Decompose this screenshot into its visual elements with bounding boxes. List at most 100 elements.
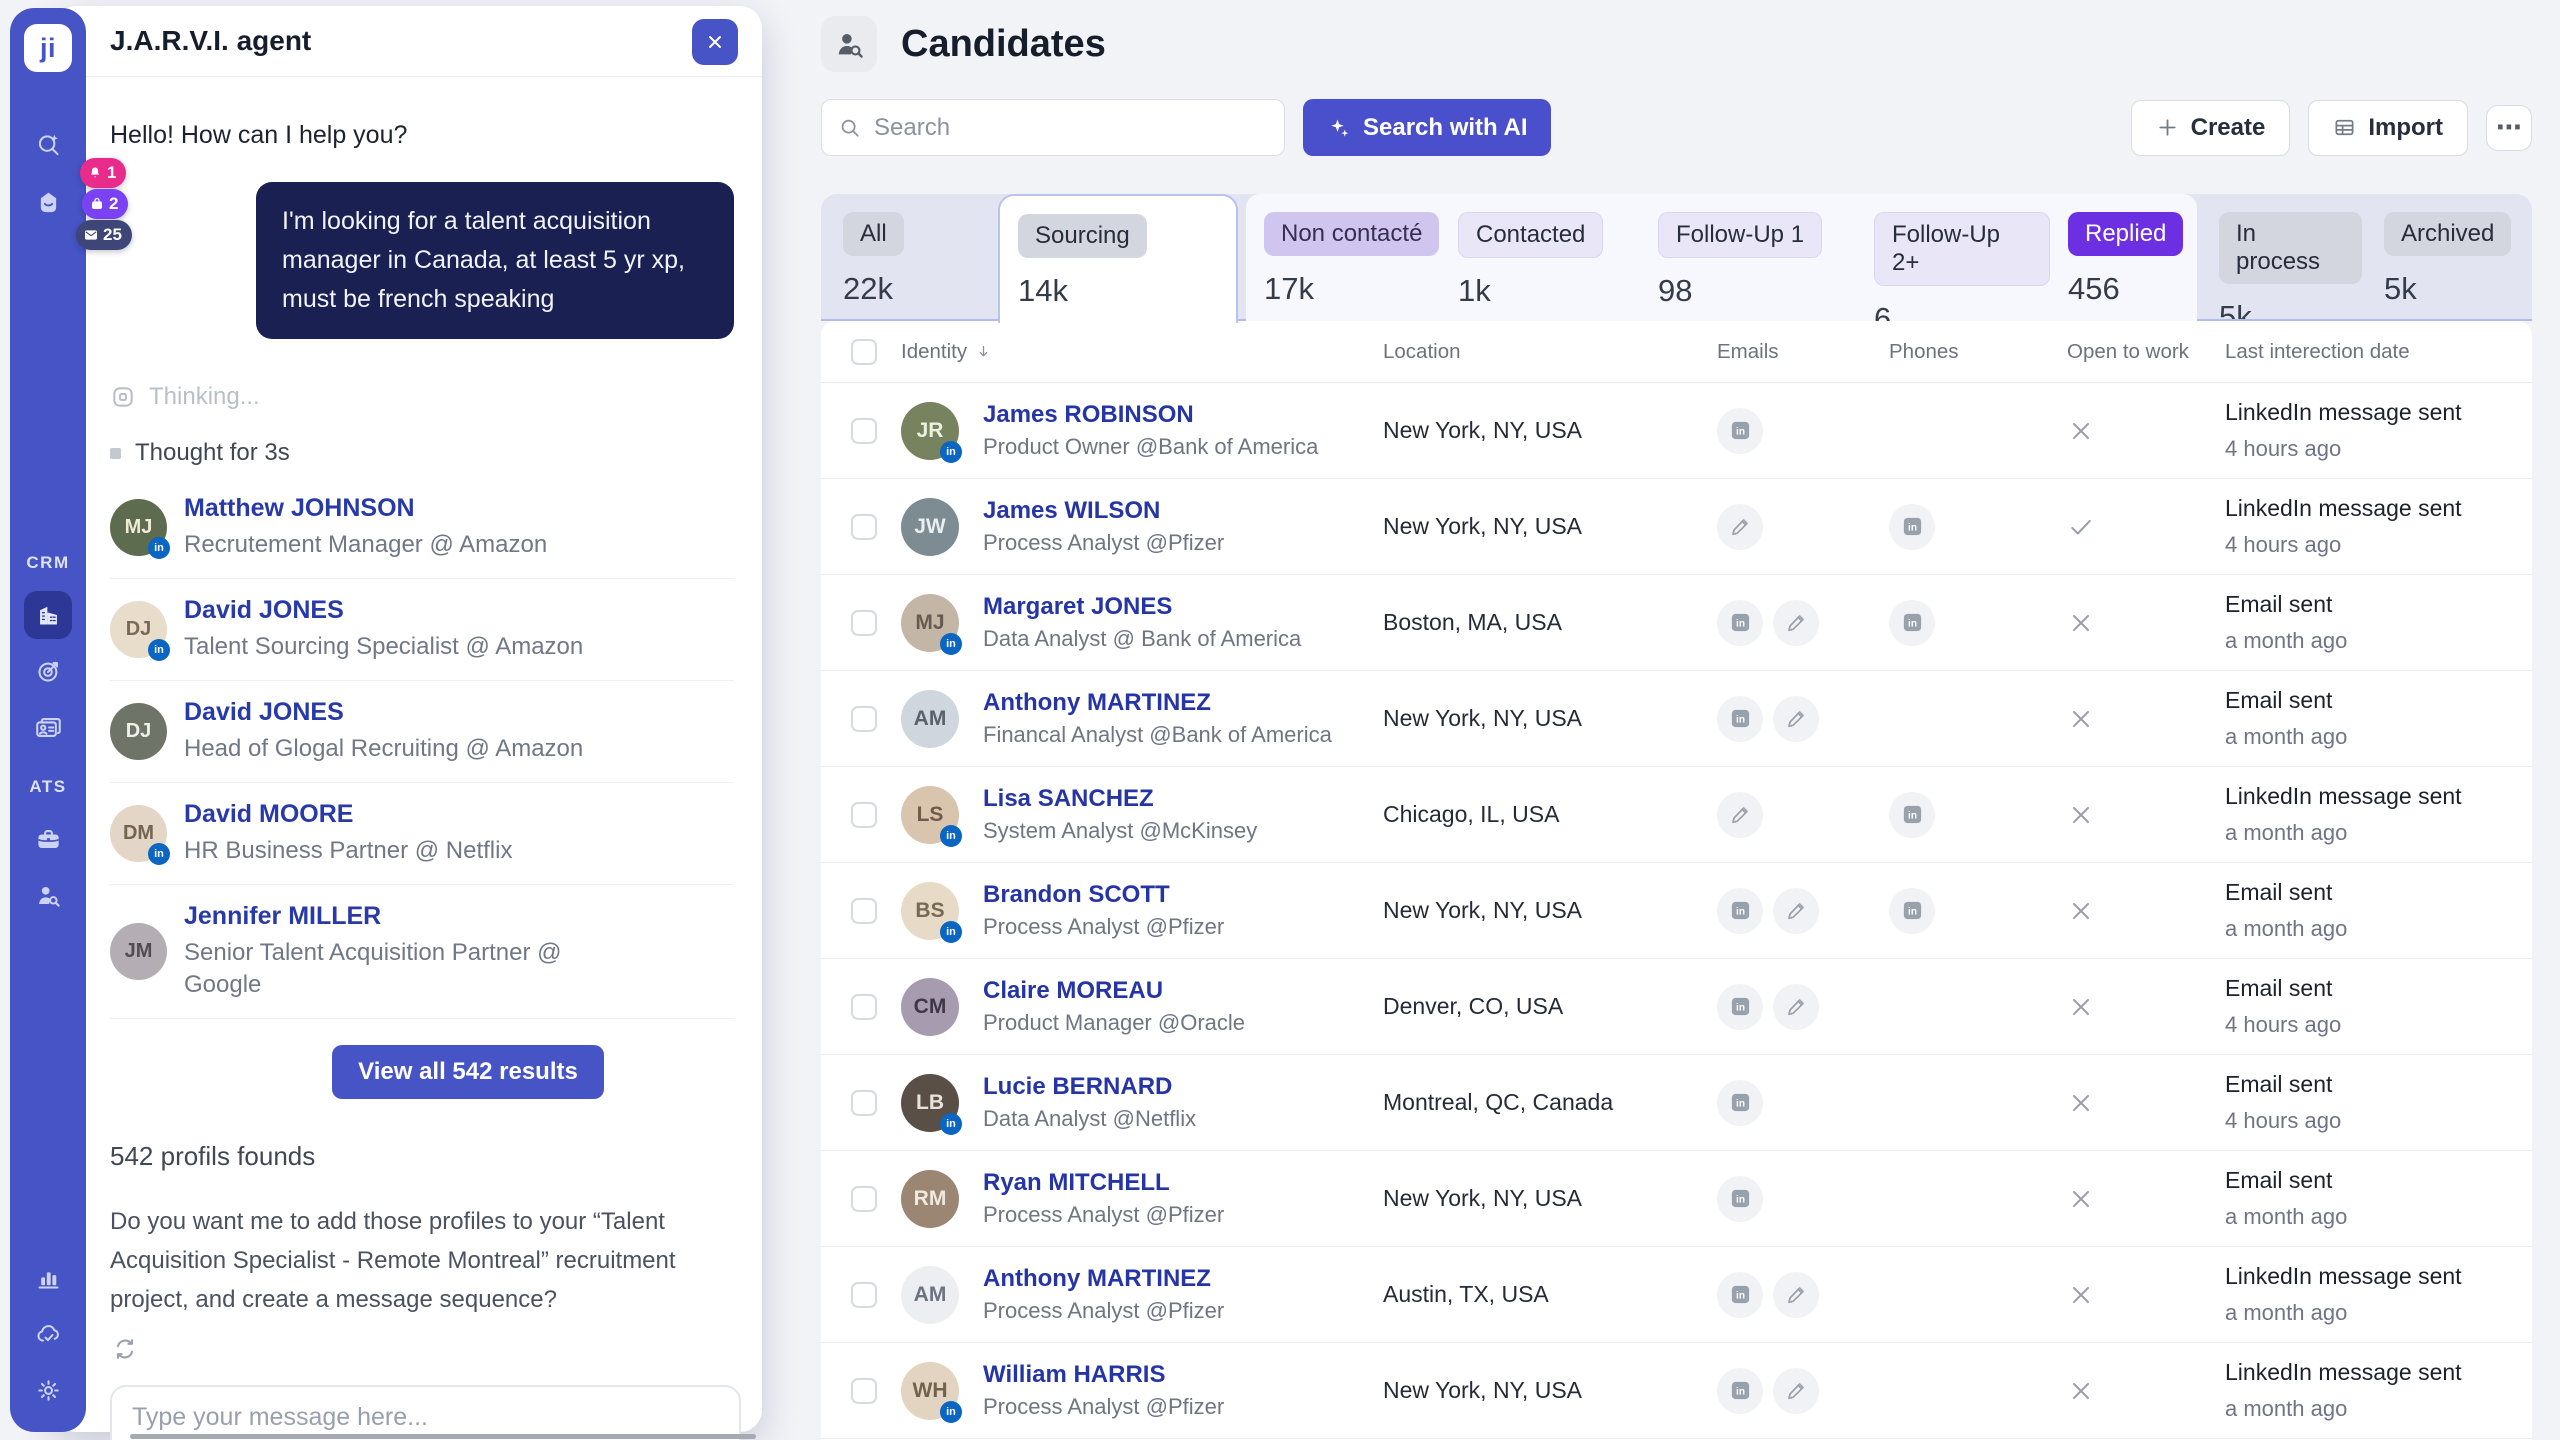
table-row[interactable]: WHinWilliam HARRISProcess Analyst @Pfize… [821,1343,2532,1439]
sidebar-item-contact-card-icon[interactable] [24,703,72,751]
thought-duration[interactable]: Thought for 3s [110,439,734,467]
candidate-name-link[interactable]: Margaret JONES [983,593,1301,621]
table-row[interactable]: JWJames WILSONProcess Analyst @PfizerNew… [821,479,2532,575]
more-options-button[interactable]: ⋯ [2486,105,2532,151]
candidate-name-link[interactable]: James WILSON [983,497,1224,525]
row-checkbox[interactable] [851,802,877,828]
edit-email-icon[interactable] [1773,696,1819,742]
tab-contacted[interactable]: Contacted1k [1440,194,1640,321]
profile-name[interactable]: David MOORE [184,800,604,829]
edit-email-icon[interactable] [1717,504,1763,550]
create-button[interactable]: Create [2131,100,2291,156]
profile-name[interactable]: Jennifer MILLER [184,902,604,931]
candidate-name-link[interactable]: William HARRIS [983,1361,1224,1389]
table-row[interactable]: AMAnthony MARTINEZFinancal Analyst @Bank… [821,671,2532,767]
edit-email-icon[interactable] [1773,984,1819,1030]
row-checkbox[interactable] [851,1090,877,1116]
table-row[interactable]: JRinJames ROBINSONProduct Owner @Bank of… [821,383,2532,479]
linkedin-phone-icon[interactable]: in [1889,504,1935,550]
chat-input[interactable] [112,1387,739,1440]
row-checkbox[interactable] [851,994,877,1020]
tab-sourcing[interactable]: Sourcing14k [998,194,1238,323]
column-header-identity[interactable]: Identity [901,340,1383,364]
row-checkbox[interactable] [851,898,877,924]
sidebar-item-ai-search-icon[interactable] [24,120,72,168]
column-header-location[interactable]: Location [1383,340,1701,364]
table-row[interactable]: RMRyan MITCHELLProcess Analyst @PfizerNe… [821,1151,2532,1247]
notification-badge-mail-icon[interactable]: 25 [76,220,132,250]
tab-all[interactable]: All22k [821,194,998,321]
linkedin-email-icon[interactable]: in [1717,1368,1763,1414]
row-checkbox[interactable] [851,1186,877,1212]
column-header-phones[interactable]: Phones [1859,340,2039,364]
horizontal-scrollbar[interactable] [130,1434,756,1439]
linkedin-email-icon[interactable]: in [1717,984,1763,1030]
sidebar-item-company-icon[interactable] [24,591,72,639]
candidate-name-link[interactable]: Anthony MARTINEZ [983,1265,1224,1293]
candidate-name-link[interactable]: James ROBINSON [983,401,1318,429]
profile-name[interactable]: Matthew JOHNSON [184,494,604,523]
chat-profile-row[interactable]: DMinDavid MOOREHR Business Partner @ Net… [110,783,734,885]
tab-non-contact-[interactable]: Non contacté17k [1246,194,1440,321]
column-header-emails[interactable]: Emails [1701,340,1859,364]
chat-profile-row[interactable]: MJinMatthew JOHNSONRecrutement Manager @… [110,477,734,579]
edit-email-icon[interactable] [1773,600,1819,646]
notification-badge-bell-icon[interactable]: 1 [80,158,126,188]
table-row[interactable]: AMAnthony MARTINEZProcess Analyst @Pfize… [821,1247,2532,1343]
table-row[interactable]: CMClaire MOREAUProduct Manager @OracleDe… [821,959,2532,1055]
linkedin-email-icon[interactable]: in [1717,600,1763,646]
edit-email-icon[interactable] [1773,1368,1819,1414]
tab-follow-up-1[interactable]: Follow-Up 198 [1640,194,1856,321]
table-row[interactable]: BSinBrandon SCOTTProcess Analyst @Pfizer… [821,863,2532,959]
linkedin-email-icon[interactable]: in [1717,1080,1763,1126]
profile-name[interactable]: David JONES [184,698,604,727]
linkedin-email-icon[interactable]: in [1717,408,1763,454]
tab-replied[interactable]: Replied456 [2050,194,2197,321]
row-checkbox[interactable] [851,1282,877,1308]
candidate-name-link[interactable]: Lucie BERNARD [983,1073,1196,1101]
candidate-name-link[interactable]: Lisa SANCHEZ [983,785,1257,813]
close-icon[interactable] [692,19,738,65]
linkedin-email-icon[interactable]: in [1717,1272,1763,1318]
table-row[interactable]: MJinMargaret JONESData Analyst @ Bank of… [821,575,2532,671]
row-checkbox[interactable] [851,418,877,444]
sidebar-item-reports-icon[interactable] [24,1254,72,1302]
row-checkbox[interactable] [851,1378,877,1404]
candidate-name-link[interactable]: Brandon SCOTT [983,881,1224,909]
profile-name[interactable]: David JONES [184,596,604,625]
sidebar-item-cloud-sync-icon[interactable] [24,1310,72,1358]
edit-email-icon[interactable] [1717,792,1763,838]
linkedin-email-icon[interactable]: in [1717,888,1763,934]
tab-in-process[interactable]: In process5k [2197,194,2362,321]
sidebar-item-inbox-bubble-icon[interactable] [24,178,72,226]
chat-profile-row[interactable]: DJinDavid JONESTalent Sourcing Specialis… [110,579,734,681]
table-row[interactable]: LSinLisa SANCHEZSystem Analyst @McKinsey… [821,767,2532,863]
chat-profile-row[interactable]: DJDavid JONESHead of Glogal Recruiting @… [110,681,734,783]
edit-email-icon[interactable] [1773,1272,1819,1318]
row-checkbox[interactable] [851,610,877,636]
column-header-last-interection-date[interactable]: Last interection date [2201,340,2532,364]
view-all-results-button[interactable]: View all 542 results [332,1045,604,1099]
candidate-name-link[interactable]: Claire MOREAU [983,977,1245,1005]
tab-archived[interactable]: Archived5k [2362,194,2512,321]
linkedin-phone-icon[interactable]: in [1889,600,1935,646]
import-button[interactable]: Import [2308,100,2468,156]
candidate-name-link[interactable]: Anthony MARTINEZ [983,689,1332,717]
sidebar-item-candidate-search-icon[interactable] [24,871,72,919]
linkedin-email-icon[interactable]: in [1717,696,1763,742]
linkedin-phone-icon[interactable]: in [1889,792,1935,838]
search-input[interactable] [874,114,1254,142]
sidebar-item-settings-icon[interactable] [24,1366,72,1414]
tab-follow-up-2-[interactable]: Follow-Up 2+6 [1856,194,2050,321]
candidate-name-link[interactable]: Ryan MITCHELL [983,1169,1224,1197]
table-row[interactable]: LBinLucie BERNARDData Analyst @NetflixMo… [821,1055,2532,1151]
edit-email-icon[interactable] [1773,888,1819,934]
sidebar-item-target-icon[interactable] [24,647,72,695]
select-all-checkbox[interactable] [851,339,877,365]
regenerate-icon[interactable] [110,1335,140,1365]
column-header-open-to-work[interactable]: Open to work [2039,340,2201,364]
chat-profile-row[interactable]: JMJennifer MILLERSenior Talent Acquisiti… [110,885,734,1019]
notification-badge-bag-icon[interactable]: 2 [82,189,128,219]
linkedin-phone-icon[interactable]: in [1889,888,1935,934]
search-with-ai-button[interactable]: Search with AI [1303,99,1551,156]
